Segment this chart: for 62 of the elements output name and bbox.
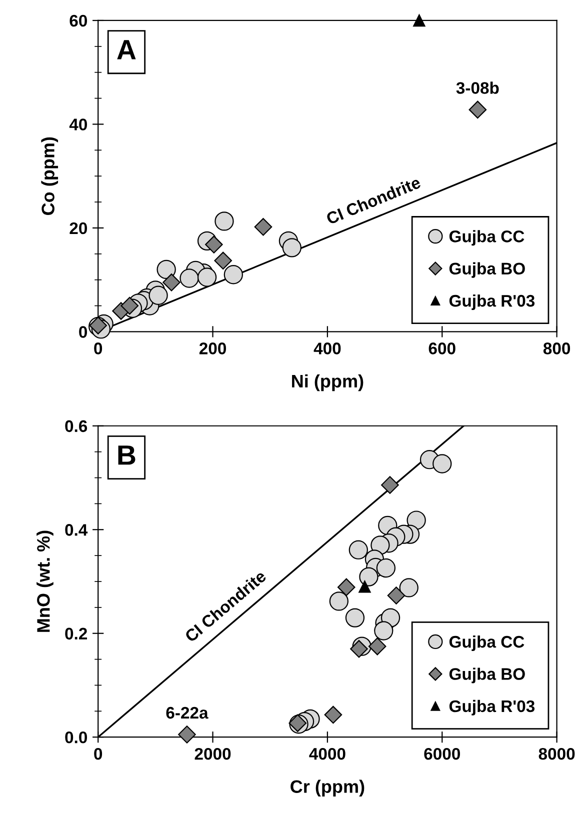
legend-label: Gujba BO	[449, 668, 525, 684]
y-tick-label: 0	[79, 326, 87, 338]
x-tick-label: 6000	[424, 748, 460, 760]
point	[180, 268, 199, 288]
legend-label: Gujba R'03	[449, 294, 535, 310]
point	[432, 454, 452, 474]
x-axis-title: Ni (ppm)	[292, 374, 364, 392]
point	[350, 640, 368, 658]
y-tick-label: 0.4	[65, 524, 88, 536]
point	[468, 100, 487, 119]
legend-label: Gujba BO	[449, 262, 525, 278]
legend-label: Gujba CC	[449, 230, 524, 246]
point	[254, 218, 272, 236]
text: A	[117, 40, 136, 60]
point	[205, 236, 223, 254]
y-tick-label: 60	[70, 14, 87, 27]
point	[178, 726, 196, 744]
point	[214, 252, 232, 270]
point	[345, 608, 365, 628]
x-tick-label: 800	[543, 342, 570, 354]
y-tick-label: 40	[69, 118, 87, 130]
x-tick-label: 2000	[194, 748, 231, 760]
legend-label: Gujba R'03	[449, 700, 535, 716]
point	[329, 592, 348, 611]
point	[368, 637, 386, 656]
point	[413, 14, 426, 27]
x-tick-label: 0	[94, 748, 102, 760]
point	[337, 578, 356, 596]
legend-label: Gujba CC	[449, 635, 524, 652]
point	[214, 212, 234, 231]
point	[348, 540, 368, 560]
point	[156, 260, 176, 280]
point	[406, 510, 426, 530]
x-tick-label: 600	[428, 342, 456, 354]
point	[197, 268, 217, 287]
point	[359, 567, 378, 586]
x-axis-title: Cr (ppm)	[290, 780, 364, 797]
point	[120, 296, 139, 315]
annotation: 3-08b	[456, 82, 499, 94]
x-tick-label: 8000	[538, 748, 575, 760]
point	[381, 476, 399, 494]
point	[224, 265, 243, 284]
x-tick-label: 4000	[309, 748, 346, 760]
y-axis-title: MnO (wt. %)	[36, 530, 54, 632]
text: B	[118, 446, 136, 465]
x-tick-label: 0	[94, 342, 102, 354]
point	[387, 586, 406, 604]
point	[282, 238, 302, 258]
y-tick-label: 0.0	[65, 732, 87, 744]
point	[162, 274, 180, 292]
y-tick-label: 20	[70, 222, 87, 234]
y-axis-title: Co (ppm)	[41, 137, 58, 215]
x-tick-label: 400	[314, 342, 341, 354]
y-tick-label: 0.6	[65, 420, 88, 432]
point	[374, 621, 394, 640]
annotation: 6-22a	[166, 706, 208, 719]
y-tick-label: 0.2	[65, 628, 88, 640]
point	[324, 706, 342, 724]
point	[376, 558, 396, 578]
point	[358, 580, 371, 593]
point	[399, 578, 418, 598]
x-tick-label: 200	[199, 342, 226, 354]
